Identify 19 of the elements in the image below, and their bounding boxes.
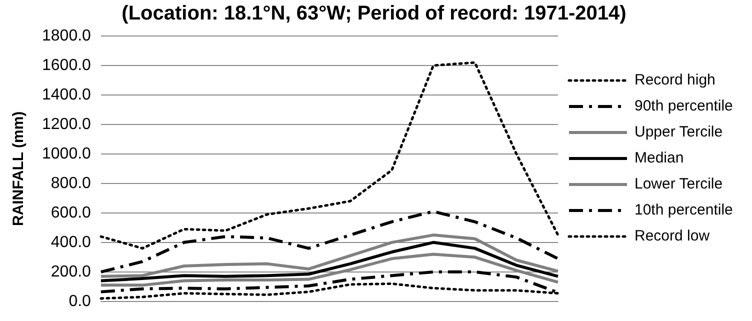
y-tick-label: 400.0 [50,234,92,251]
chart-title: (Location: 18.1°N, 63°W; Period of record: 1971-2014) [122,2,626,25]
legend-label: 10th percentile [634,202,733,219]
y-tick-label: 1600.0 [42,56,92,74]
legend-label: Record high [634,72,716,89]
legend-label: Median [634,150,684,167]
legend-label: Record low [634,228,710,245]
y-tick-label: 1200.0 [42,116,92,133]
legend-label: 90th percentile [634,98,733,115]
y-tick-label: 1800.0 [42,27,92,44]
legend-label: Lower Tercile [634,176,723,193]
y-tick-label: 600.0 [50,204,92,222]
y-tick-label: 800.0 [50,174,92,192]
y-tick-label: 1000.0 [42,145,92,162]
y-axis-title: RAINFALL (mm) [10,111,28,226]
y-tick-label: 1400.0 [42,86,92,104]
y-tick-label: 0.0 [68,292,92,310]
y-tick-label: 200.0 [50,263,92,280]
legend-label: Upper Tercile [634,124,723,141]
